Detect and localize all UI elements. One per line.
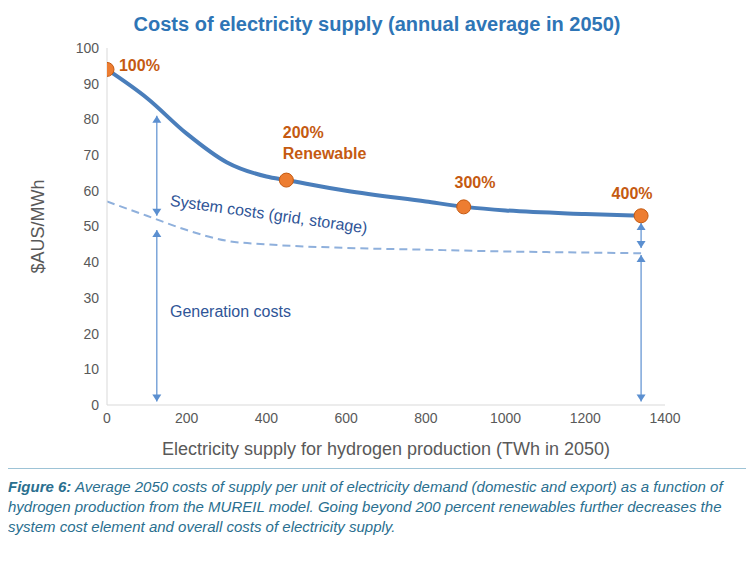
svg-text:1000: 1000 xyxy=(490,410,521,426)
svg-text:$AUS/MWh: $AUS/MWh xyxy=(28,179,48,273)
svg-text:1200: 1200 xyxy=(570,410,601,426)
svg-text:600: 600 xyxy=(334,410,358,426)
svg-text:Renewable: Renewable xyxy=(283,145,367,162)
svg-text:80: 80 xyxy=(83,111,99,127)
svg-text:Electricity supply for hydroge: Electricity supply for hydrogen producti… xyxy=(162,439,610,459)
svg-text:400%: 400% xyxy=(612,185,653,202)
svg-text:70: 70 xyxy=(83,147,99,163)
svg-text:90: 90 xyxy=(83,76,99,92)
svg-text:200%: 200% xyxy=(283,124,324,141)
svg-text:20: 20 xyxy=(83,326,99,342)
svg-text:100: 100 xyxy=(76,40,100,56)
svg-text:300%: 300% xyxy=(455,174,496,191)
svg-text:800: 800 xyxy=(414,410,438,426)
svg-text:200: 200 xyxy=(175,410,199,426)
svg-text:10: 10 xyxy=(83,361,99,377)
svg-text:50: 50 xyxy=(83,218,99,234)
svg-text:0: 0 xyxy=(103,410,111,426)
svg-text:60: 60 xyxy=(83,183,99,199)
svg-text:100%: 100% xyxy=(119,57,160,74)
svg-text:System costs (grid, storage): System costs (grid, storage) xyxy=(169,192,369,237)
svg-text:400: 400 xyxy=(255,410,279,426)
html-text:Costs of electricity supply (a: Costs of electricity supply (annual aver… xyxy=(133,13,621,35)
svg-text:1400: 1400 xyxy=(649,410,680,426)
html-text:Figure 6: Average 2050 costs o: Figure 6: Average 2050 costs of supply p… xyxy=(8,478,723,535)
svg-text:Generation costs: Generation costs xyxy=(170,303,291,320)
svg-text:0: 0 xyxy=(91,397,99,413)
svg-text:40: 40 xyxy=(83,254,99,270)
svg-text:30: 30 xyxy=(83,290,99,306)
